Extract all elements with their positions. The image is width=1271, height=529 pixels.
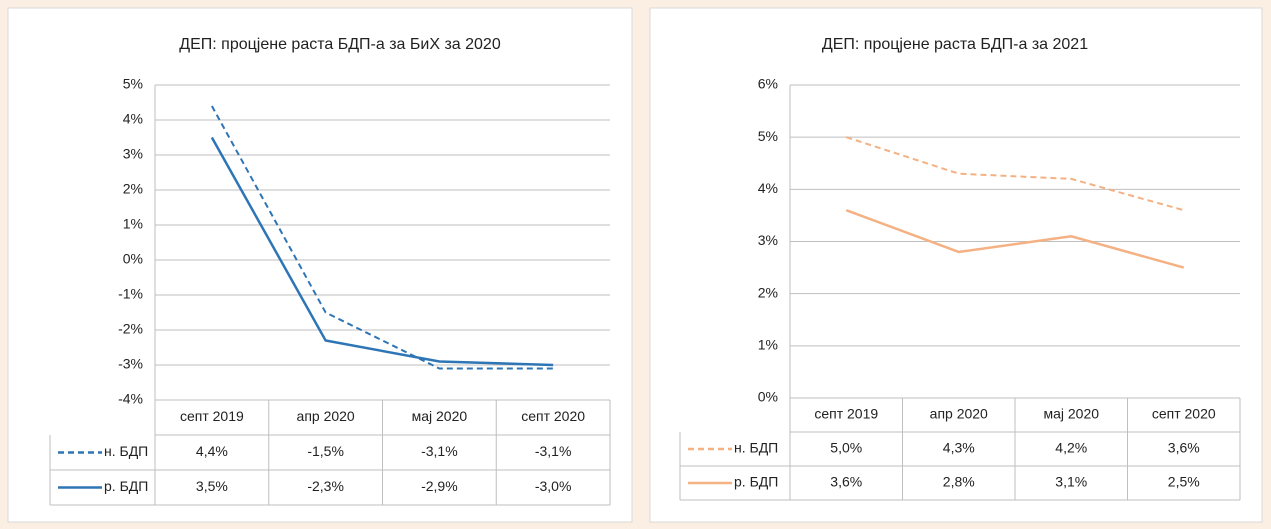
series-line (845, 209, 1185, 269)
y-tick-label: 1% (758, 337, 778, 353)
panel (649, 7, 1263, 523)
y-tick-label: 5% (123, 76, 143, 92)
y-tick-label: 0% (758, 389, 778, 405)
table-value: 4,4% (196, 443, 228, 459)
chart-title: ДЕП: процјене раста БДП-а за БиХ за 2020 (179, 36, 501, 53)
table-value: -3,1% (421, 443, 458, 459)
table-value: -2,3% (307, 478, 344, 494)
y-tick-label: -4% (118, 391, 143, 407)
x-tick-label: апр 2020 (930, 406, 988, 422)
series-line (845, 136, 1185, 212)
table-value: 2,5% (1168, 474, 1200, 490)
y-tick-label: 0% (123, 251, 143, 267)
y-tick-label: 3% (758, 232, 778, 248)
legend-label: р. БДП (104, 478, 148, 494)
table-value: -3,1% (535, 443, 572, 459)
series-line (210, 136, 554, 367)
x-tick-label: мај 2020 (412, 408, 468, 424)
y-tick-label: 2% (123, 181, 143, 197)
table-value: 3,6% (830, 474, 862, 490)
y-tick-label: 1% (123, 216, 143, 232)
x-tick-label: септ 2020 (521, 408, 585, 424)
x-tick-label: септ 2019 (180, 408, 244, 424)
y-tick-label: 6% (758, 76, 778, 92)
y-tick-label: 4% (123, 111, 143, 127)
y-tick-label: 2% (758, 284, 778, 300)
x-tick-label: септ 2020 (1152, 406, 1216, 422)
table-value: 5,0% (830, 440, 862, 456)
table-value: 3,5% (196, 478, 228, 494)
table-value: -2,9% (421, 478, 458, 494)
y-tick-label: 3% (123, 146, 143, 162)
table-value: -3,0% (535, 478, 572, 494)
chart-title: ДЕП: процјене раста БДП-а за 2021 (822, 36, 1088, 53)
x-tick-label: мај 2020 (1043, 406, 1099, 422)
legend-label: н. БДП (734, 440, 778, 456)
y-tick-label: -3% (118, 356, 143, 372)
y-tick-label: -1% (118, 286, 143, 302)
x-tick-label: апр 2020 (297, 408, 355, 424)
table-value: 2,8% (943, 474, 975, 490)
legend-label: н. БДП (104, 443, 148, 459)
legend-label: р. БДП (734, 474, 778, 490)
table-value: 3,1% (1055, 474, 1087, 490)
table-value: 3,6% (1168, 440, 1200, 456)
x-tick-label: септ 2019 (814, 406, 878, 422)
y-tick-label: 4% (758, 180, 778, 196)
y-tick-label: -2% (118, 321, 143, 337)
table-value: -1,5% (307, 443, 344, 459)
table-value: 4,2% (1055, 440, 1087, 456)
panel (7, 7, 633, 523)
y-tick-label: 5% (758, 128, 778, 144)
table-value: 4,3% (943, 440, 975, 456)
